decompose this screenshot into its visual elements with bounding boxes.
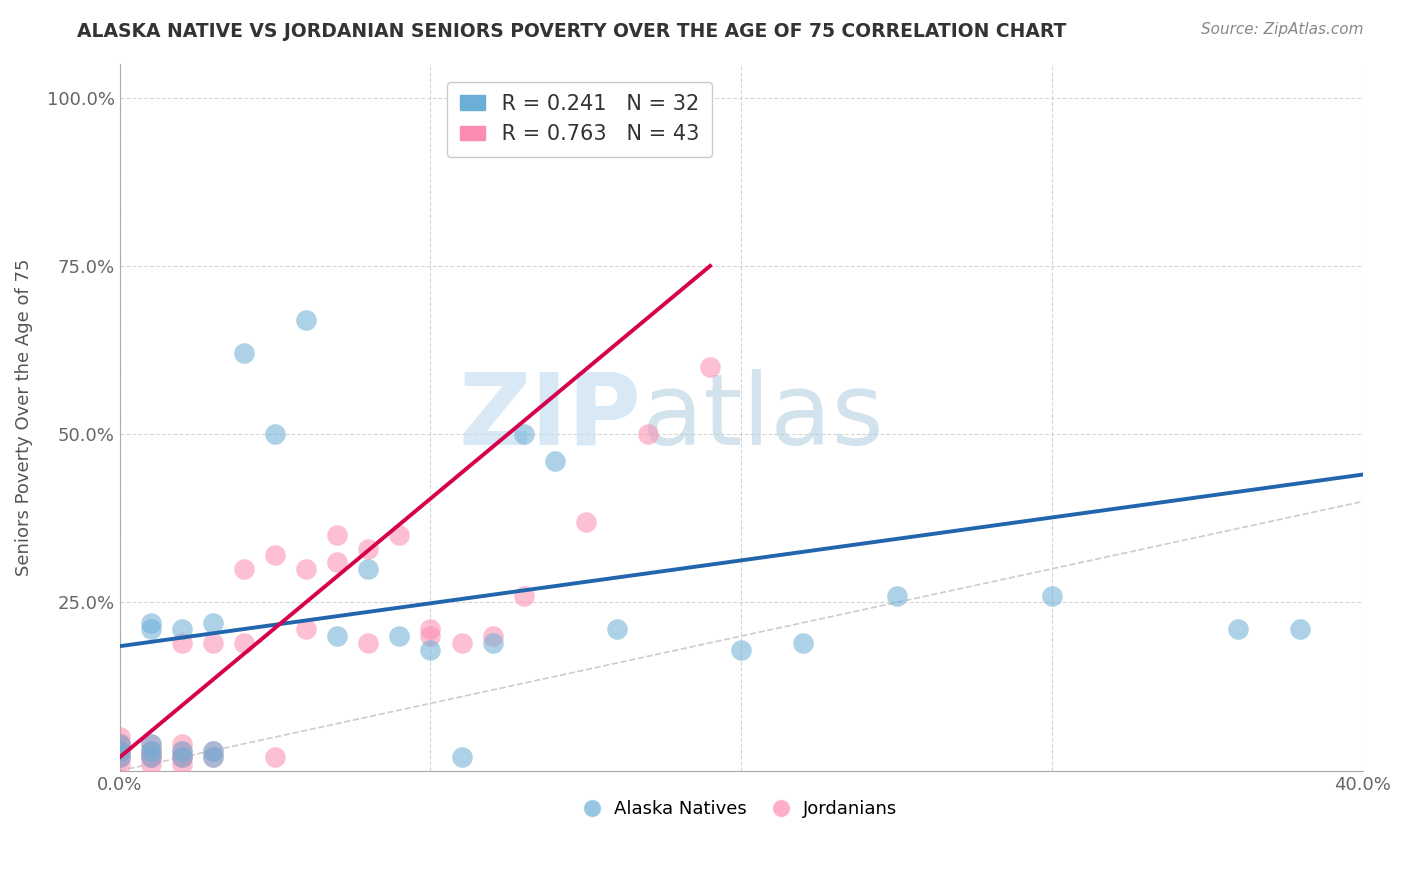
- Point: [139, 750, 162, 764]
- Point: [233, 562, 256, 576]
- Point: [730, 642, 752, 657]
- Point: [233, 636, 256, 650]
- Point: [606, 623, 628, 637]
- Point: [295, 562, 318, 576]
- Point: [357, 541, 380, 556]
- Point: [139, 756, 162, 771]
- Point: [201, 750, 224, 764]
- Point: [139, 615, 162, 630]
- Point: [419, 623, 441, 637]
- Point: [326, 555, 349, 569]
- Point: [108, 730, 131, 744]
- Point: [139, 743, 162, 757]
- Point: [108, 750, 131, 764]
- Text: Source: ZipAtlas.com: Source: ZipAtlas.com: [1201, 22, 1364, 37]
- Point: [139, 737, 162, 751]
- Point: [170, 743, 193, 757]
- Point: [264, 750, 287, 764]
- Point: [201, 743, 224, 757]
- Point: [170, 756, 193, 771]
- Point: [326, 528, 349, 542]
- Y-axis label: Seniors Poverty Over the Age of 75: Seniors Poverty Over the Age of 75: [15, 259, 32, 576]
- Text: ZIP: ZIP: [458, 369, 641, 466]
- Point: [170, 743, 193, 757]
- Text: ALASKA NATIVE VS JORDANIAN SENIORS POVERTY OVER THE AGE OF 75 CORRELATION CHART: ALASKA NATIVE VS JORDANIAN SENIORS POVER…: [77, 22, 1067, 41]
- Point: [108, 743, 131, 757]
- Point: [792, 636, 814, 650]
- Point: [575, 515, 598, 529]
- Point: [481, 636, 503, 650]
- Legend: Alaska Natives, Jordanians: Alaska Natives, Jordanians: [578, 793, 904, 825]
- Point: [264, 549, 287, 563]
- Point: [108, 743, 131, 757]
- Point: [512, 589, 534, 603]
- Point: [1289, 623, 1312, 637]
- Point: [1040, 589, 1063, 603]
- Point: [170, 636, 193, 650]
- Point: [170, 737, 193, 751]
- Point: [108, 750, 131, 764]
- Point: [388, 629, 411, 643]
- Point: [108, 756, 131, 771]
- Point: [139, 743, 162, 757]
- Point: [170, 750, 193, 764]
- Point: [108, 737, 131, 751]
- Point: [139, 750, 162, 764]
- Text: atlas: atlas: [641, 369, 883, 466]
- Point: [108, 750, 131, 764]
- Point: [233, 346, 256, 360]
- Point: [699, 359, 721, 374]
- Point: [326, 629, 349, 643]
- Point: [201, 636, 224, 650]
- Point: [388, 528, 411, 542]
- Point: [637, 427, 659, 442]
- Point: [108, 743, 131, 757]
- Point: [139, 743, 162, 757]
- Point: [201, 615, 224, 630]
- Point: [139, 737, 162, 751]
- Point: [419, 629, 441, 643]
- Point: [886, 589, 908, 603]
- Point: [139, 623, 162, 637]
- Point: [108, 743, 131, 757]
- Point: [481, 629, 503, 643]
- Point: [357, 636, 380, 650]
- Point: [201, 743, 224, 757]
- Point: [512, 427, 534, 442]
- Point: [295, 623, 318, 637]
- Point: [450, 750, 472, 764]
- Point: [357, 562, 380, 576]
- Point: [108, 737, 131, 751]
- Point: [170, 750, 193, 764]
- Point: [544, 454, 567, 468]
- Point: [170, 623, 193, 637]
- Point: [108, 737, 131, 751]
- Point: [1227, 623, 1250, 637]
- Point: [201, 750, 224, 764]
- Point: [450, 636, 472, 650]
- Point: [295, 313, 318, 327]
- Point: [170, 750, 193, 764]
- Point: [419, 642, 441, 657]
- Point: [264, 427, 287, 442]
- Point: [139, 750, 162, 764]
